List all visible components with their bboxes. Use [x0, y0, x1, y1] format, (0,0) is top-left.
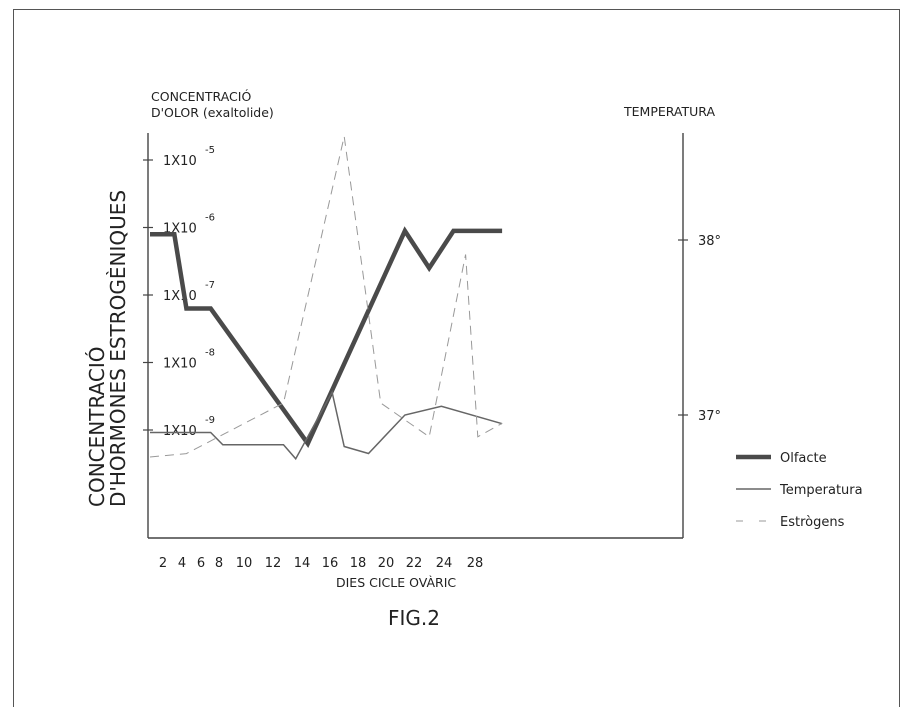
y-left-tick-label: 1X10 — [163, 289, 197, 304]
legend-label: Estrògens — [780, 515, 845, 530]
y-left-tick-exponent: -8 — [205, 348, 215, 359]
x-tick-label: 14 — [294, 556, 311, 571]
y-left-tick-label: 1X10 — [163, 424, 197, 439]
series-line-thin — [150, 392, 502, 459]
x-axis-title: DIES CICLE OVÀRIC — [336, 575, 456, 590]
series-line-thick — [150, 231, 502, 444]
x-tick-label: 18 — [350, 556, 367, 571]
y-right-tick-label: 38° — [698, 234, 721, 249]
series-lines — [150, 136, 502, 458]
x-tick-label: 20 — [378, 556, 395, 571]
legend-label: Olfacte — [780, 451, 827, 466]
x-tick-label: 28 — [467, 556, 484, 571]
x-tick-label: 22 — [406, 556, 423, 571]
x-tick-label: 6 — [197, 556, 205, 571]
y-left-tick-exponent: -9 — [205, 415, 215, 426]
y-left-tick-exponent: -7 — [205, 280, 215, 291]
x-tick-label: 10 — [236, 556, 253, 571]
x-tick-label: 12 — [265, 556, 282, 571]
rotated-axis-title: CONCENTRACIÓ D'HORMONES ESTROGÈNIQUES — [85, 190, 130, 507]
x-tick-label: 24 — [436, 556, 453, 571]
x-tick-label: 2 — [159, 556, 167, 571]
y-left-tick-label: 1X10 — [163, 357, 197, 372]
legend-label: Temperatura — [779, 483, 863, 498]
y-left-tick-exponent: -6 — [205, 213, 215, 224]
x-tick-label: 4 — [178, 556, 186, 571]
y-right-ticks: 38° 37° — [678, 234, 721, 424]
y-left-tick-exponent: -5 — [205, 145, 215, 156]
x-tick-label: 16 — [322, 556, 339, 571]
right-axis-title: TEMPERATURA — [623, 104, 715, 119]
legend: Olfacte Temperatura Estrògens — [736, 451, 863, 530]
left-axis-title-line1: CONCENTRACIÓ — [151, 89, 251, 104]
x-tick-label: 8 — [215, 556, 223, 571]
left-axis-title-line2: D'OLOR (exaltolide) — [151, 105, 274, 120]
rotated-axis-title-line2: D'HORMONES ESTROGÈNIQUES — [106, 190, 130, 507]
x-ticks: 2 4 6 8 10 12 14 16 18 20 22 24 28 — [159, 556, 483, 571]
y-right-tick-label: 37° — [698, 409, 721, 424]
y-left-tick-label: 1X10 — [163, 154, 197, 169]
figure-caption: FIG.2 — [388, 606, 440, 630]
